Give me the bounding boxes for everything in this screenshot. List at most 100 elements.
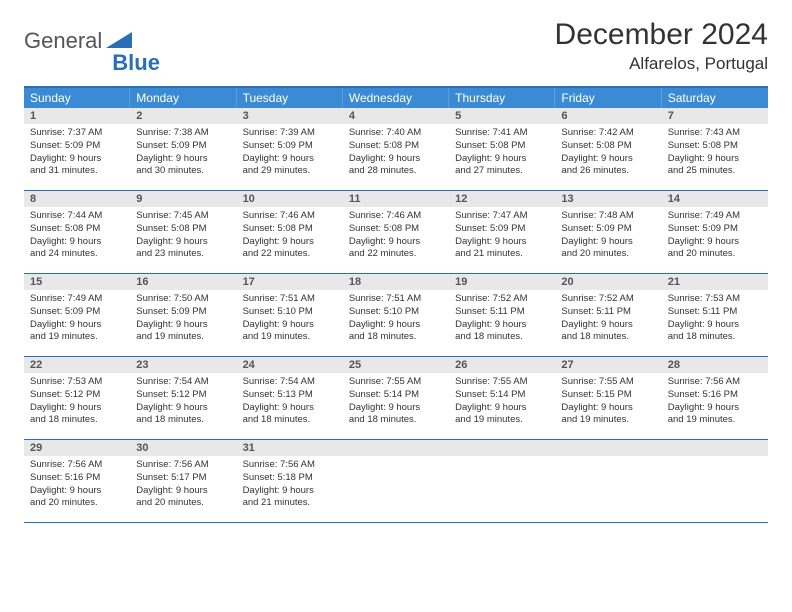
weekday-header: Saturday xyxy=(662,88,768,108)
day-number: 22 xyxy=(24,357,130,373)
day-cell: 9Sunrise: 7:45 AMSunset: 5:08 PMDaylight… xyxy=(130,191,236,273)
logo-text-2: Blue xyxy=(112,50,160,76)
week-row: 22Sunrise: 7:53 AMSunset: 5:12 PMDayligh… xyxy=(24,357,768,440)
day-details: Sunrise: 7:56 AMSunset: 5:16 PMDaylight:… xyxy=(24,456,130,514)
day-number: 9 xyxy=(130,191,236,207)
day-cell: 28Sunrise: 7:56 AMSunset: 5:16 PMDayligh… xyxy=(662,357,768,439)
day-cell: 21Sunrise: 7:53 AMSunset: 5:11 PMDayligh… xyxy=(662,274,768,356)
day-number: 21 xyxy=(662,274,768,290)
weekday-header: Thursday xyxy=(449,88,555,108)
day-cell: 2Sunrise: 7:38 AMSunset: 5:09 PMDaylight… xyxy=(130,108,236,190)
week-row: 29Sunrise: 7:56 AMSunset: 5:16 PMDayligh… xyxy=(24,440,768,523)
day-details: Sunrise: 7:48 AMSunset: 5:09 PMDaylight:… xyxy=(555,207,661,265)
day-cell: 22Sunrise: 7:53 AMSunset: 5:12 PMDayligh… xyxy=(24,357,130,439)
day-number: 7 xyxy=(662,108,768,124)
day-cell: 27Sunrise: 7:55 AMSunset: 5:15 PMDayligh… xyxy=(555,357,661,439)
week-row: 15Sunrise: 7:49 AMSunset: 5:09 PMDayligh… xyxy=(24,274,768,357)
day-number: 12 xyxy=(449,191,555,207)
day-cell: 20Sunrise: 7:52 AMSunset: 5:11 PMDayligh… xyxy=(555,274,661,356)
day-details: Sunrise: 7:49 AMSunset: 5:09 PMDaylight:… xyxy=(24,290,130,348)
day-number: 3 xyxy=(237,108,343,124)
day-cell: 18Sunrise: 7:51 AMSunset: 5:10 PMDayligh… xyxy=(343,274,449,356)
week-row: 1Sunrise: 7:37 AMSunset: 5:09 PMDaylight… xyxy=(24,108,768,191)
weekday-header: Sunday xyxy=(24,88,130,108)
day-number xyxy=(662,440,768,456)
day-details: Sunrise: 7:56 AMSunset: 5:16 PMDaylight:… xyxy=(662,373,768,431)
day-details: Sunrise: 7:55 AMSunset: 5:14 PMDaylight:… xyxy=(449,373,555,431)
weekday-header: Wednesday xyxy=(343,88,449,108)
day-details: Sunrise: 7:53 AMSunset: 5:12 PMDaylight:… xyxy=(24,373,130,431)
day-details: Sunrise: 7:52 AMSunset: 5:11 PMDaylight:… xyxy=(555,290,661,348)
day-details: Sunrise: 7:54 AMSunset: 5:13 PMDaylight:… xyxy=(237,373,343,431)
day-cell: 10Sunrise: 7:46 AMSunset: 5:08 PMDayligh… xyxy=(237,191,343,273)
day-details: Sunrise: 7:54 AMSunset: 5:12 PMDaylight:… xyxy=(130,373,236,431)
day-number: 4 xyxy=(343,108,449,124)
brand-logo: General Blue xyxy=(24,18,160,64)
day-cell: 16Sunrise: 7:50 AMSunset: 5:09 PMDayligh… xyxy=(130,274,236,356)
day-details: Sunrise: 7:46 AMSunset: 5:08 PMDaylight:… xyxy=(343,207,449,265)
day-cell: 29Sunrise: 7:56 AMSunset: 5:16 PMDayligh… xyxy=(24,440,130,522)
day-number xyxy=(555,440,661,456)
day-number: 8 xyxy=(24,191,130,207)
day-number: 31 xyxy=(237,440,343,456)
day-number: 18 xyxy=(343,274,449,290)
weekday-header: Monday xyxy=(130,88,236,108)
day-cell xyxy=(662,440,768,522)
day-cell: 23Sunrise: 7:54 AMSunset: 5:12 PMDayligh… xyxy=(130,357,236,439)
day-number: 23 xyxy=(130,357,236,373)
day-cell: 15Sunrise: 7:49 AMSunset: 5:09 PMDayligh… xyxy=(24,274,130,356)
day-details xyxy=(343,456,449,463)
day-cell: 14Sunrise: 7:49 AMSunset: 5:09 PMDayligh… xyxy=(662,191,768,273)
day-details: Sunrise: 7:55 AMSunset: 5:14 PMDaylight:… xyxy=(343,373,449,431)
day-details: Sunrise: 7:51 AMSunset: 5:10 PMDaylight:… xyxy=(343,290,449,348)
day-number xyxy=(449,440,555,456)
day-cell: 5Sunrise: 7:41 AMSunset: 5:08 PMDaylight… xyxy=(449,108,555,190)
day-details: Sunrise: 7:44 AMSunset: 5:08 PMDaylight:… xyxy=(24,207,130,265)
day-details: Sunrise: 7:43 AMSunset: 5:08 PMDaylight:… xyxy=(662,124,768,182)
day-details: Sunrise: 7:51 AMSunset: 5:10 PMDaylight:… xyxy=(237,290,343,348)
day-number: 30 xyxy=(130,440,236,456)
day-details: Sunrise: 7:53 AMSunset: 5:11 PMDaylight:… xyxy=(662,290,768,348)
weekday-header: Friday xyxy=(555,88,661,108)
day-number: 24 xyxy=(237,357,343,373)
day-cell xyxy=(555,440,661,522)
day-cell: 26Sunrise: 7:55 AMSunset: 5:14 PMDayligh… xyxy=(449,357,555,439)
day-number: 16 xyxy=(130,274,236,290)
day-number: 1 xyxy=(24,108,130,124)
day-details: Sunrise: 7:45 AMSunset: 5:08 PMDaylight:… xyxy=(130,207,236,265)
weekday-header: Tuesday xyxy=(237,88,343,108)
day-cell: 30Sunrise: 7:56 AMSunset: 5:17 PMDayligh… xyxy=(130,440,236,522)
day-details: Sunrise: 7:56 AMSunset: 5:17 PMDaylight:… xyxy=(130,456,236,514)
day-number: 20 xyxy=(555,274,661,290)
day-cell: 1Sunrise: 7:37 AMSunset: 5:09 PMDaylight… xyxy=(24,108,130,190)
day-details: Sunrise: 7:37 AMSunset: 5:09 PMDaylight:… xyxy=(24,124,130,182)
calendar-grid: SundayMondayTuesdayWednesdayThursdayFrid… xyxy=(24,86,768,523)
day-details: Sunrise: 7:47 AMSunset: 5:09 PMDaylight:… xyxy=(449,207,555,265)
day-number: 29 xyxy=(24,440,130,456)
logo-text-1: General xyxy=(24,28,102,54)
day-details: Sunrise: 7:56 AMSunset: 5:18 PMDaylight:… xyxy=(237,456,343,514)
day-number: 6 xyxy=(555,108,661,124)
day-cell: 8Sunrise: 7:44 AMSunset: 5:08 PMDaylight… xyxy=(24,191,130,273)
day-details xyxy=(555,456,661,463)
location-text: Alfarelos, Portugal xyxy=(555,54,768,74)
day-cell: 13Sunrise: 7:48 AMSunset: 5:09 PMDayligh… xyxy=(555,191,661,273)
week-row: 8Sunrise: 7:44 AMSunset: 5:08 PMDaylight… xyxy=(24,191,768,274)
day-number: 25 xyxy=(343,357,449,373)
weekday-header-row: SundayMondayTuesdayWednesdayThursdayFrid… xyxy=(24,88,768,108)
day-cell xyxy=(343,440,449,522)
day-cell: 12Sunrise: 7:47 AMSunset: 5:09 PMDayligh… xyxy=(449,191,555,273)
day-cell: 31Sunrise: 7:56 AMSunset: 5:18 PMDayligh… xyxy=(237,440,343,522)
day-details: Sunrise: 7:41 AMSunset: 5:08 PMDaylight:… xyxy=(449,124,555,182)
day-number: 10 xyxy=(237,191,343,207)
day-cell: 17Sunrise: 7:51 AMSunset: 5:10 PMDayligh… xyxy=(237,274,343,356)
day-details: Sunrise: 7:38 AMSunset: 5:09 PMDaylight:… xyxy=(130,124,236,182)
month-title: December 2024 xyxy=(555,18,768,52)
day-number: 13 xyxy=(555,191,661,207)
day-details: Sunrise: 7:46 AMSunset: 5:08 PMDaylight:… xyxy=(237,207,343,265)
day-details: Sunrise: 7:55 AMSunset: 5:15 PMDaylight:… xyxy=(555,373,661,431)
day-details: Sunrise: 7:52 AMSunset: 5:11 PMDaylight:… xyxy=(449,290,555,348)
day-number: 11 xyxy=(343,191,449,207)
day-details: Sunrise: 7:42 AMSunset: 5:08 PMDaylight:… xyxy=(555,124,661,182)
day-number: 27 xyxy=(555,357,661,373)
